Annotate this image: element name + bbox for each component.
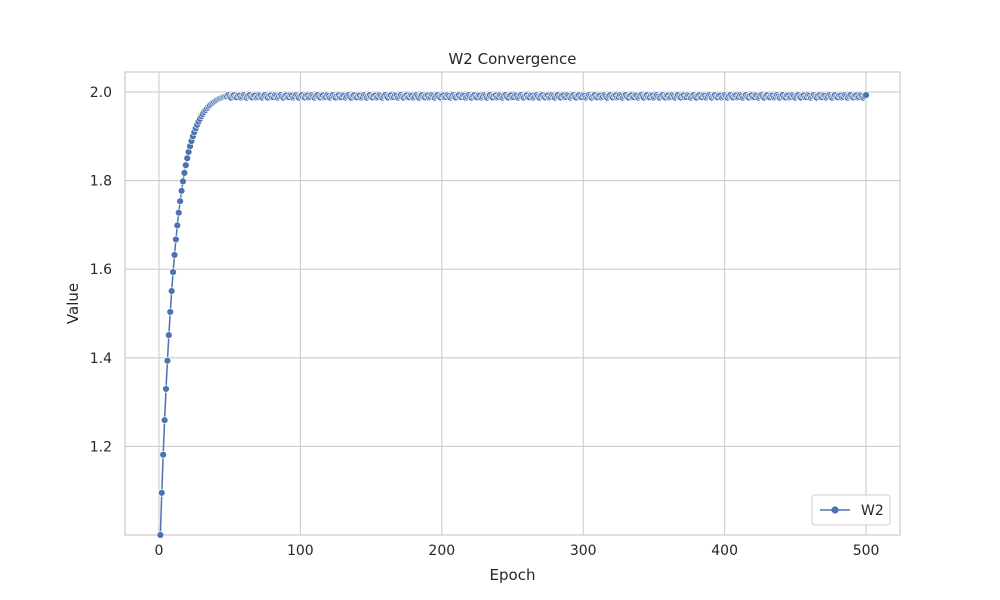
legend-marker-swatch	[831, 506, 839, 514]
data-point	[172, 235, 180, 244]
legend: W2	[811, 494, 891, 526]
x-tick-label: 500	[853, 543, 880, 559]
data-point	[173, 221, 182, 230]
data-point	[167, 287, 176, 295]
x-axis-title: Epoch	[490, 566, 536, 584]
x-tick-label: 400	[711, 543, 738, 559]
x-tick-label: 0	[154, 543, 163, 559]
data-point	[182, 161, 190, 169]
data-point	[163, 356, 172, 365]
data-point	[166, 308, 174, 316]
y-tick-label: 1.8	[90, 174, 112, 190]
data-point	[175, 208, 183, 217]
legend-label-w2: W2	[861, 503, 884, 519]
data-point	[176, 197, 184, 205]
data-point	[162, 385, 170, 393]
data-point	[165, 331, 173, 339]
data-point	[177, 187, 186, 195]
data-point	[179, 177, 187, 186]
series-w2	[156, 91, 870, 539]
y-tick-label: 1.4	[90, 351, 112, 367]
y-tick-label: 1.6	[90, 262, 112, 278]
data-point	[159, 450, 167, 459]
data-point	[170, 251, 179, 259]
grid	[125, 72, 900, 535]
data-point	[160, 416, 169, 424]
x-axis-ticks: 0 100 200 300 400 500	[154, 543, 879, 559]
data-point	[180, 169, 189, 177]
y-tick-label: 2.0	[90, 85, 112, 101]
series-line-w2	[159, 94, 867, 536]
data-point	[169, 268, 177, 276]
data-point	[156, 531, 165, 539]
y-tick-label: 1.2	[90, 439, 112, 455]
chart-title: W2 Convergence	[448, 50, 576, 68]
y-axis-title: Value	[64, 283, 82, 324]
x-tick-label: 300	[570, 543, 597, 559]
axes-frame	[124, 71, 901, 536]
x-tick-label: 100	[287, 543, 314, 559]
legend-box	[811, 494, 891, 526]
data-point	[183, 154, 191, 162]
data-point	[862, 91, 870, 99]
y-axis-ticks: 1.2 1.4 1.6 1.8 2.0	[90, 85, 112, 455]
x-tick-label: 200	[428, 543, 455, 559]
data-point	[158, 489, 166, 497]
